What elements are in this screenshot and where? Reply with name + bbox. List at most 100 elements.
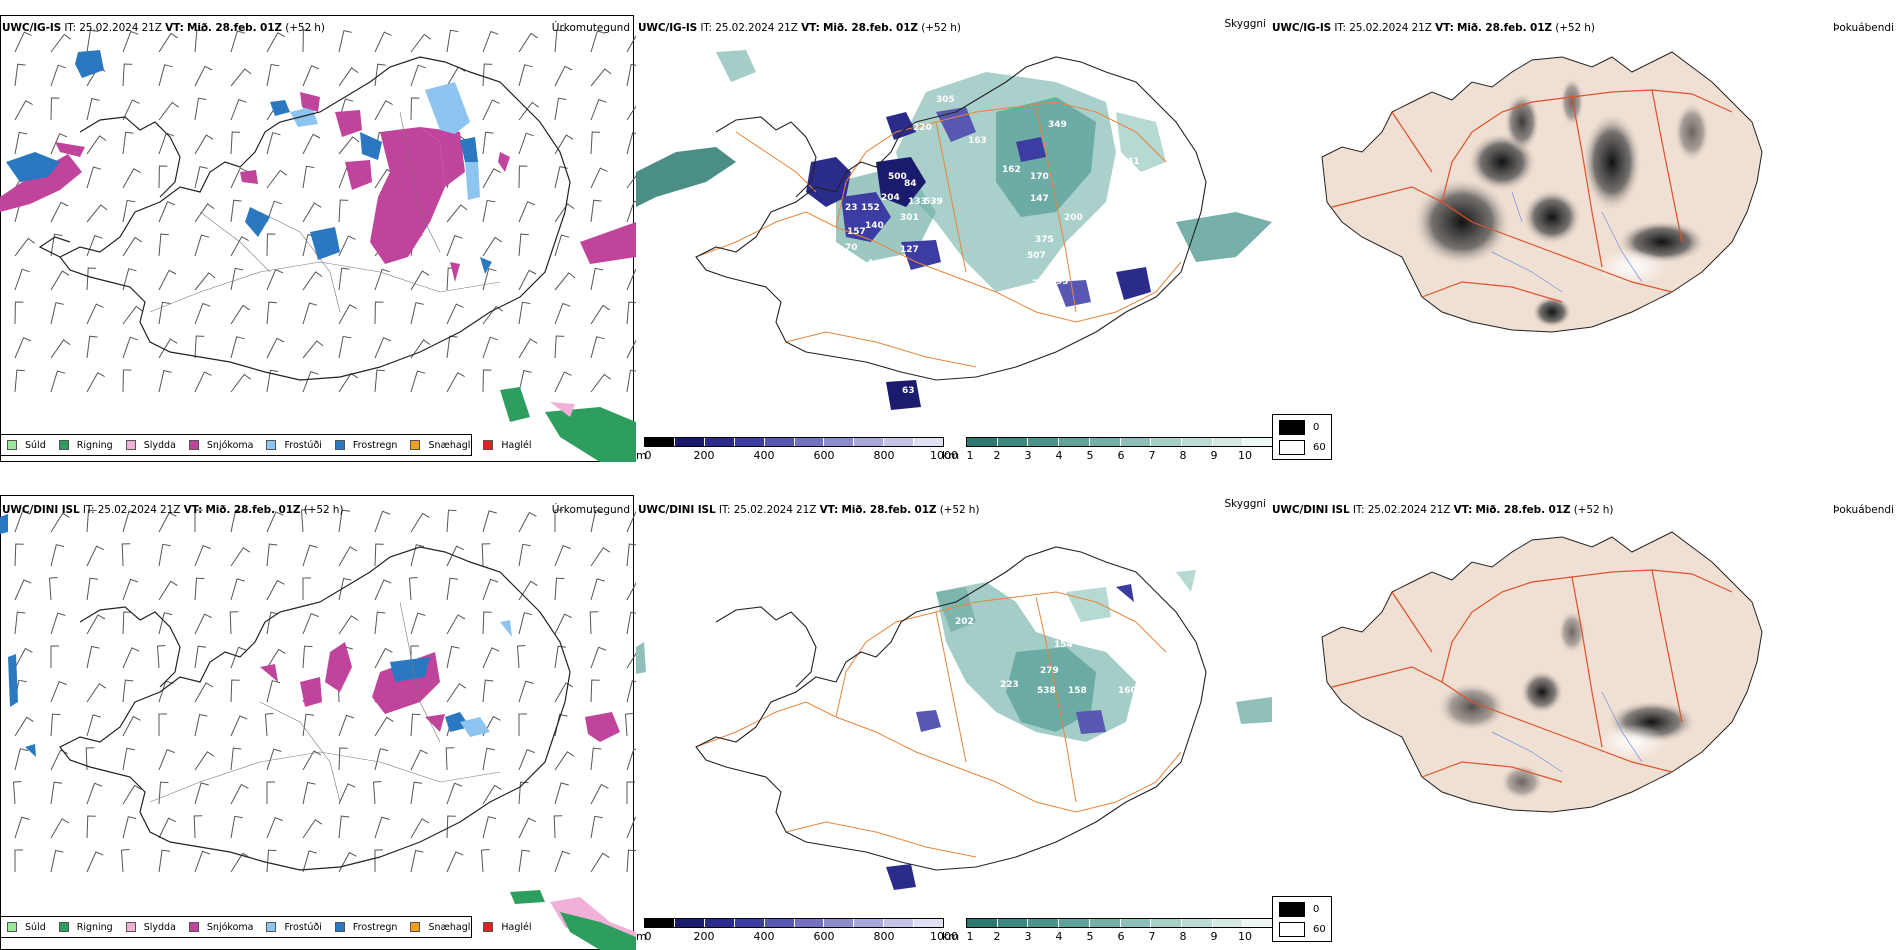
wind-barb <box>12 781 22 805</box>
wind-barb <box>158 301 171 325</box>
wind-barb <box>14 369 25 393</box>
scale-step <box>1181 919 1213 927</box>
wind-barb <box>194 234 210 257</box>
wind-barb <box>590 167 608 189</box>
wind-barb <box>482 168 501 189</box>
wind-barb <box>445 747 455 771</box>
legend-label: Snjókoma <box>206 439 254 451</box>
scale-tick-label: 2 <box>993 930 1001 943</box>
wind-barb <box>626 301 636 325</box>
wind-barb <box>590 852 610 873</box>
panel-title-cloud: UWC/IG-IS IT: 25.02.2024 21Z VT: Mið. 28… <box>1272 22 1595 34</box>
panel-title: UWC/IG-IS IT: 25.02.2024 21Z VT: Mið. 28… <box>2 22 325 34</box>
wind-barb <box>374 716 394 737</box>
interior-roads <box>149 601 501 803</box>
wind-barb <box>446 645 460 669</box>
wind-barb <box>338 235 356 257</box>
scale-tick-label: 7 <box>1148 930 1156 943</box>
wind-barb <box>230 646 247 669</box>
wind-barb <box>516 645 526 669</box>
visibility-shading <box>636 570 1272 742</box>
wind-barb <box>230 98 247 121</box>
panel-type-label: Skyggni <box>1224 498 1267 510</box>
wind-barb <box>518 201 536 223</box>
wind-barb <box>50 612 66 635</box>
wind-barb <box>518 132 534 155</box>
wind-barb <box>122 99 140 121</box>
wind-barb <box>626 269 636 291</box>
wind-barb <box>266 611 279 635</box>
wind-barb <box>446 372 465 393</box>
visibility-value-label: 147 <box>1030 194 1049 204</box>
wind-barb <box>372 781 382 805</box>
wind-barb <box>374 301 384 325</box>
wind-barb <box>554 335 565 359</box>
visibility-value-label: 29 <box>1116 241 1129 251</box>
wind-barb <box>338 267 350 291</box>
scale-step <box>914 919 944 927</box>
wind-barb <box>122 168 141 189</box>
wind-barb <box>158 201 176 223</box>
wind-barb <box>302 544 318 567</box>
scale-tick-label: 5 <box>1086 930 1094 943</box>
wind-barb <box>554 134 574 155</box>
wind-barb <box>626 200 636 223</box>
wind-barb <box>194 751 215 771</box>
scale-tick-label: 10 <box>1238 930 1252 943</box>
wind-barb <box>480 849 490 873</box>
wind-barb <box>626 680 636 703</box>
wind-barbs <box>14 29 636 393</box>
wind-barb <box>518 338 538 359</box>
wind-barb <box>86 29 99 53</box>
wind-barb <box>14 131 28 155</box>
visibility-value-label: 507 <box>1027 251 1046 261</box>
wind-barb <box>158 132 174 155</box>
wind-barb <box>338 851 357 873</box>
legend-label: Snjókoma <box>206 921 254 933</box>
visibility-value-label: 76 <box>1032 279 1045 289</box>
wind-barb <box>266 680 281 703</box>
panel-title: UWC/DINI ISL IT: 25.02.2024 21Z VT: Mið.… <box>2 504 344 516</box>
wind-barb <box>14 337 32 359</box>
visibility-value-label: 93 <box>1056 277 1069 287</box>
wind-barb <box>302 340 324 359</box>
wind-barb <box>50 64 66 87</box>
wind-barb <box>266 63 280 87</box>
wind-barb <box>230 547 251 567</box>
wind-barb <box>626 611 636 635</box>
wind-barb <box>518 713 527 736</box>
wind-barb <box>554 509 563 532</box>
precip-areas <box>0 50 636 462</box>
wind-barb <box>230 68 252 87</box>
wind-barb <box>230 783 249 805</box>
wind-barb <box>482 510 497 533</box>
wind-barb <box>86 166 102 189</box>
wind-barb <box>446 851 464 873</box>
wind-barb <box>14 543 24 567</box>
wind-barb <box>626 581 636 601</box>
wind-barb <box>554 272 576 291</box>
wind-barb <box>624 713 634 737</box>
wind-barb <box>266 648 286 669</box>
wind-barb <box>14 301 24 325</box>
wind-barb <box>14 63 26 87</box>
wind-barb <box>518 680 534 703</box>
wind-barb <box>86 683 107 703</box>
visibility-panel-top: 305 220 349 163 500 84 162 170 41 23 152 204 133 539 1… <box>636 12 1272 462</box>
wind-barb <box>50 818 70 839</box>
precip-type-map <box>0 29 636 462</box>
legend-swatch <box>125 440 136 450</box>
wind-barb <box>50 370 66 393</box>
wind-barb <box>302 577 311 600</box>
wind-barb <box>193 815 203 839</box>
visibility-value-label: 84 <box>904 179 917 189</box>
wind-barb <box>554 782 569 805</box>
wind-barb <box>446 545 465 567</box>
wind-barb <box>518 301 531 325</box>
scale-tick-label: 800 <box>873 449 895 462</box>
fog-indicator-map <box>1321 51 1763 333</box>
wind-barb <box>589 611 599 635</box>
visibility-value-label: 279 <box>1040 666 1059 676</box>
legend-label: Slydda <box>143 921 176 933</box>
